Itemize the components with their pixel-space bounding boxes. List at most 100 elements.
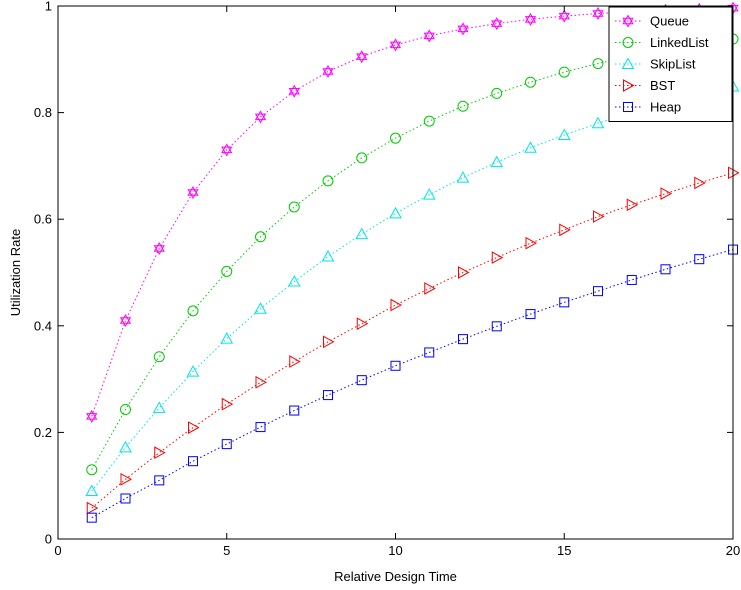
legend-item-queue: Queue [615, 14, 689, 29]
data-point-linkedlist-8 [322, 175, 334, 187]
data-point-heap-14 [525, 309, 536, 320]
data-point-queue-4 [187, 186, 199, 200]
data-point-heap-8 [323, 390, 333, 401]
data-point-linkedlist-9 [356, 152, 368, 164]
legend-label-skiplist: SkipList [650, 57, 696, 72]
x-tick-label: 10 [388, 543, 402, 558]
data-point-linkedlist-14 [525, 76, 536, 88]
legend-label-heap: Heap [650, 100, 681, 115]
data-point-skiplist-13 [490, 155, 504, 168]
data-point-heap-6 [255, 422, 266, 433]
legend-item-linkedlist: LinkedList [615, 35, 709, 50]
legend-marker-linkedlist [622, 37, 634, 48]
data-point-bst-18 [660, 187, 673, 200]
data-point-queue-3 [153, 242, 165, 256]
y-tick-label: 0.8 [34, 105, 52, 120]
axes-layer: 0 5 10 15 20 0 0.2 0.4 0.6 0.8 1 [34, 0, 740, 558]
data-point-linkedlist-2 [120, 403, 131, 415]
data-point-skiplist-1 [85, 484, 99, 497]
legend-marker-queue [622, 14, 634, 28]
data-point-linkedlist-11 [423, 115, 435, 127]
series-line-linkedlist [91, 38, 734, 470]
y-axis-label: Utilization Rate [8, 229, 23, 316]
data-point-heap-10 [390, 360, 401, 371]
data-point-linkedlist-13 [491, 87, 503, 99]
x-tick-label: 15 [557, 543, 571, 558]
data-point-queue-6 [254, 110, 267, 124]
data-point-heap-13 [491, 321, 502, 332]
data-point-heap-4 [188, 456, 198, 467]
legend-marker-bst [623, 79, 635, 92]
data-point-bst-5 [221, 397, 234, 411]
data-point-queue-13 [491, 17, 503, 31]
data-point-queue-12 [457, 22, 469, 36]
series-line-heap [91, 249, 734, 519]
data-point-linkedlist-1 [86, 464, 98, 476]
data-point-bst-6 [255, 375, 268, 389]
x-tick-label: 5 [223, 543, 230, 558]
legend-marker-skiplist [621, 57, 635, 69]
data-point-bst-12 [458, 266, 470, 279]
legend-item-bst: BST [615, 78, 675, 93]
data-point-skiplist-9 [355, 227, 369, 240]
y-tick-label: 0 [45, 532, 52, 547]
data-point-queue-7 [288, 84, 300, 98]
data-point-bst-9 [356, 317, 369, 331]
series-bst [86, 166, 740, 515]
series-line-skiplist [91, 85, 734, 492]
legend-label-bst: BST [650, 78, 675, 93]
data-point-bst-11 [424, 282, 436, 295]
legend-item-heap: Heap [615, 100, 681, 115]
legend: Queue LinkedList SkipList BST Heap [608, 6, 733, 122]
legend-marker-heap [623, 102, 633, 112]
data-point-bst-14 [525, 236, 538, 250]
data-point-heap-7 [289, 405, 300, 416]
data-point-linkedlist-4 [187, 305, 199, 317]
data-point-bst-19 [694, 176, 706, 190]
y-tick-label: 0.2 [34, 425, 52, 440]
y-tick-label: 1 [45, 0, 52, 14]
data-point-linkedlist-15 [558, 66, 570, 78]
data-point-skiplist-4 [186, 365, 200, 377]
data-point-heap-1 [86, 512, 97, 523]
data-point-queue-2 [119, 313, 132, 327]
data-point-heap-3 [154, 475, 165, 486]
data-point-skiplist-3 [152, 401, 166, 413]
data-point-skiplist-14 [524, 141, 537, 153]
data-point-heap-11 [424, 347, 435, 358]
data-point-queue-16 [592, 6, 604, 20]
data-point-bst-7 [289, 355, 301, 368]
data-point-linkedlist-10 [390, 132, 401, 144]
data-point-linkedlist-16 [592, 58, 604, 70]
data-point-skiplist-7 [287, 275, 301, 287]
data-point-bst-10 [390, 298, 403, 312]
data-point-linkedlist-5 [221, 265, 233, 277]
data-point-skiplist-16 [591, 116, 605, 129]
data-point-heap-5 [221, 439, 232, 450]
data-point-heap-19 [694, 254, 705, 265]
data-point-linkedlist-7 [288, 201, 300, 213]
data-point-queue-1 [86, 409, 98, 423]
data-point-bst-16 [593, 210, 605, 223]
x-tick-label: 0 [54, 543, 61, 558]
data-point-bst-3 [154, 446, 166, 459]
x-axis-label: Relative Design Time [334, 569, 457, 584]
data-point-queue-11 [423, 29, 435, 43]
data-point-heap-15 [559, 297, 570, 308]
data-point-heap-12 [458, 334, 468, 345]
data-point-skiplist-12 [456, 171, 470, 183]
data-point-skiplist-2 [119, 440, 132, 453]
data-point-queue-5 [221, 143, 233, 157]
data-point-queue-15 [558, 9, 570, 23]
data-point-queue-10 [389, 38, 402, 52]
data-point-linkedlist-3 [153, 351, 165, 363]
legend-label-queue: Queue [650, 14, 689, 29]
data-point-heap-16 [593, 286, 603, 297]
data-point-skiplist-6 [254, 302, 267, 314]
data-point-linkedlist-6 [255, 231, 266, 243]
data-point-heap-2 [120, 493, 131, 504]
y-tick-label: 0.4 [34, 318, 52, 333]
data-point-bst-17 [626, 198, 639, 212]
data-point-queue-14 [524, 12, 537, 26]
